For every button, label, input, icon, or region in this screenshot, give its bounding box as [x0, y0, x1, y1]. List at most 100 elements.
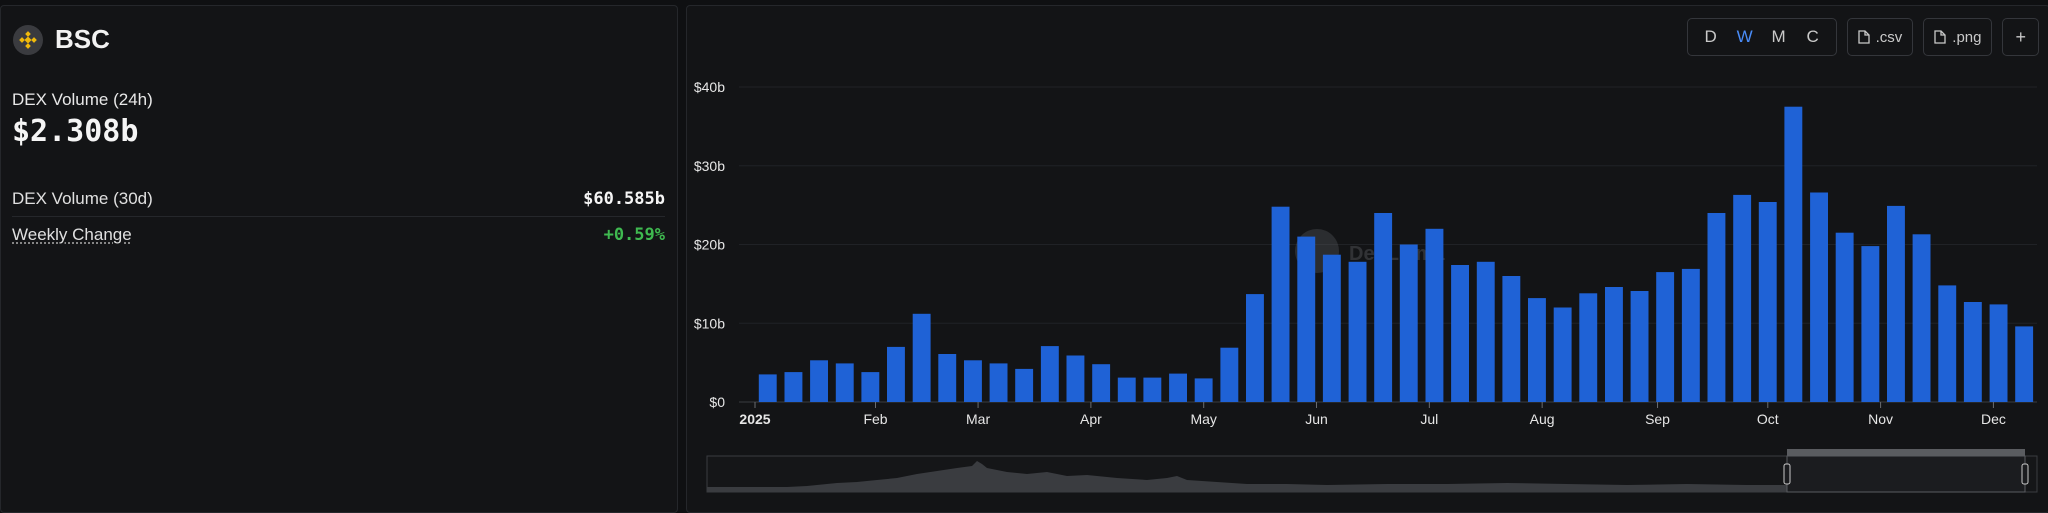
navigator-right-handle[interactable] [2021, 463, 2029, 485]
volume-bar[interactable] [1528, 298, 1546, 402]
volume-bar[interactable] [989, 363, 1008, 402]
y-tick-label: $30b [694, 158, 725, 174]
range-navigator[interactable] [706, 449, 2038, 493]
stat-row-volume-30d: DEX Volume (30d) $60.585b [12, 182, 665, 217]
x-tick-label: Sep [1645, 411, 1670, 427]
volume-bar[interactable] [1246, 294, 1264, 402]
volume-bar[interactable] [1733, 194, 1752, 402]
x-tick-label: Apr [1080, 411, 1102, 427]
volume-bar[interactable] [1117, 377, 1136, 402]
x-tick-label: Oct [1757, 411, 1779, 427]
x-tick-label: Feb [863, 411, 887, 427]
y-tick-label: $20b [694, 237, 725, 253]
volume-bar[interactable] [1040, 346, 1059, 402]
volume-bar[interactable] [1143, 377, 1162, 402]
download-csv-button[interactable]: .csv [1846, 18, 1914, 56]
chart-panel: D W M C .csv .png + DefiLlama $0 $10b $20b… [686, 5, 2048, 513]
volume-bar[interactable] [1553, 307, 1572, 403]
granularity-monthly-button[interactable]: M [1771, 27, 1786, 46]
volume-bar[interactable] [1502, 276, 1521, 402]
volume-bar[interactable] [1963, 302, 1982, 402]
summary-panel: BSC DEX Volume (24h) $2.308b DEX Volume … [0, 5, 678, 513]
volume-bar[interactable] [1399, 244, 1418, 403]
x-tick-label: Mar [966, 411, 990, 427]
granularity-daily-button[interactable]: D [1704, 27, 1717, 46]
volume-bar[interactable] [1861, 246, 1880, 402]
navigator-left-handle[interactable] [1783, 463, 1791, 485]
granularity-weekly-button[interactable]: W [1736, 27, 1753, 46]
watermark-text: DefiLlama [1349, 243, 1445, 265]
stat-row-weekly-change: Weekly Change +0.59% [12, 218, 665, 252]
navigator-drag-bar[interactable] [1787, 449, 2025, 456]
volume-bar[interactable] [1066, 355, 1085, 403]
volume-bar[interactable] [1912, 234, 1931, 402]
volume-bar[interactable] [1810, 192, 1828, 403]
volume-bar[interactable] [1092, 364, 1111, 402]
volume-bar[interactable] [1348, 261, 1367, 402]
volume-bar[interactable] [1784, 106, 1803, 402]
volume-bar[interactable] [835, 363, 854, 402]
y-tick-label: $40b [694, 79, 725, 95]
volume-bar[interactable] [1605, 287, 1623, 402]
volume-bar[interactable] [1425, 228, 1444, 403]
bnb-chain-icon [13, 24, 43, 55]
volume-bar[interactable] [1220, 347, 1239, 402]
x-axis-ticks: 2025 Feb Mar Apr May Jun Jul Aug Sep Oct Nov Dec [739, 402, 2006, 427]
download-csv-label: .csv [1875, 28, 1903, 46]
download-png-label: .png [1952, 28, 1982, 46]
volume-bar[interactable] [938, 354, 957, 402]
dex-volume-30d-label: DEX Volume (30d) [12, 189, 153, 208]
volume-bar[interactable] [1656, 272, 1675, 402]
y-axis-ticks: $0 $10b $20b $30b $40b [694, 79, 725, 410]
volume-bar[interactable] [1758, 202, 1777, 402]
add-button[interactable]: + [2002, 18, 2039, 56]
volume-bar[interactable] [1271, 206, 1290, 402]
volume-bar[interactable] [1887, 205, 1905, 402]
granularity-cumulative-button[interactable]: C [1806, 27, 1819, 46]
chart-toolbar: D W M C .csv .png + [1686, 18, 2039, 56]
y-tick-label: $0 [709, 394, 725, 410]
x-tick-label: Dec [1981, 411, 2006, 427]
x-tick-label: Nov [1868, 411, 1893, 427]
weekly-change-label[interactable]: Weekly Change [12, 225, 132, 244]
x-tick-label: Jun [1305, 411, 1328, 427]
volume-bar[interactable] [1194, 378, 1213, 402]
volume-bar[interactable] [1681, 268, 1700, 402]
download-png-button[interactable]: .png [1923, 18, 1993, 56]
volume-bar[interactable] [758, 374, 777, 402]
navigator-selected-range[interactable] [1786, 455, 2026, 493]
volume-bar[interactable] [964, 360, 982, 402]
file-icon [1857, 30, 1870, 44]
plus-icon: + [2015, 26, 2026, 47]
volume-bar[interactable] [1938, 285, 1957, 402]
file-icon [1934, 30, 1946, 44]
volume-bar[interactable] [810, 360, 828, 402]
volume-bar[interactable] [2015, 326, 2034, 402]
volume-bar[interactable] [1015, 368, 1034, 402]
volume-bar[interactable] [1579, 293, 1598, 402]
volume-bar[interactable] [1169, 373, 1187, 402]
x-tick-label: Aug [1530, 411, 1555, 427]
dex-volume-30d-value: $60.585b [583, 189, 665, 209]
volume-bar[interactable] [784, 372, 803, 402]
volume-bar[interactable] [1322, 254, 1341, 402]
volume-bar[interactable] [887, 346, 905, 402]
volume-bar[interactable] [1835, 232, 1854, 402]
y-tick-label: $10b [694, 315, 725, 331]
volume-bar[interactable] [912, 313, 931, 402]
granularity-selector: D W M C [1686, 18, 1837, 56]
volume-bar[interactable] [1630, 291, 1649, 402]
volume-bar[interactable] [1707, 213, 1726, 402]
x-tick-label: 2025 [739, 411, 770, 427]
x-tick-label: Jul [1420, 411, 1438, 427]
chain-header: BSC [13, 24, 110, 55]
volume-bar[interactable] [1451, 265, 1469, 402]
volume-bar[interactable] [1374, 213, 1393, 402]
volume-bar[interactable] [861, 372, 880, 402]
dex-volume-bar-chart: DefiLlama $0 $10b $20b $30b $40b 2025 Feb Mar A… [694, 79, 2038, 493]
volume-bar[interactable] [1297, 236, 1316, 402]
volume-bar[interactable] [1476, 261, 1495, 402]
weekly-change-value: +0.59% [603, 225, 665, 245]
dex-volume-24h-value: $2.308b [12, 114, 139, 149]
volume-bar[interactable] [1989, 304, 2008, 402]
